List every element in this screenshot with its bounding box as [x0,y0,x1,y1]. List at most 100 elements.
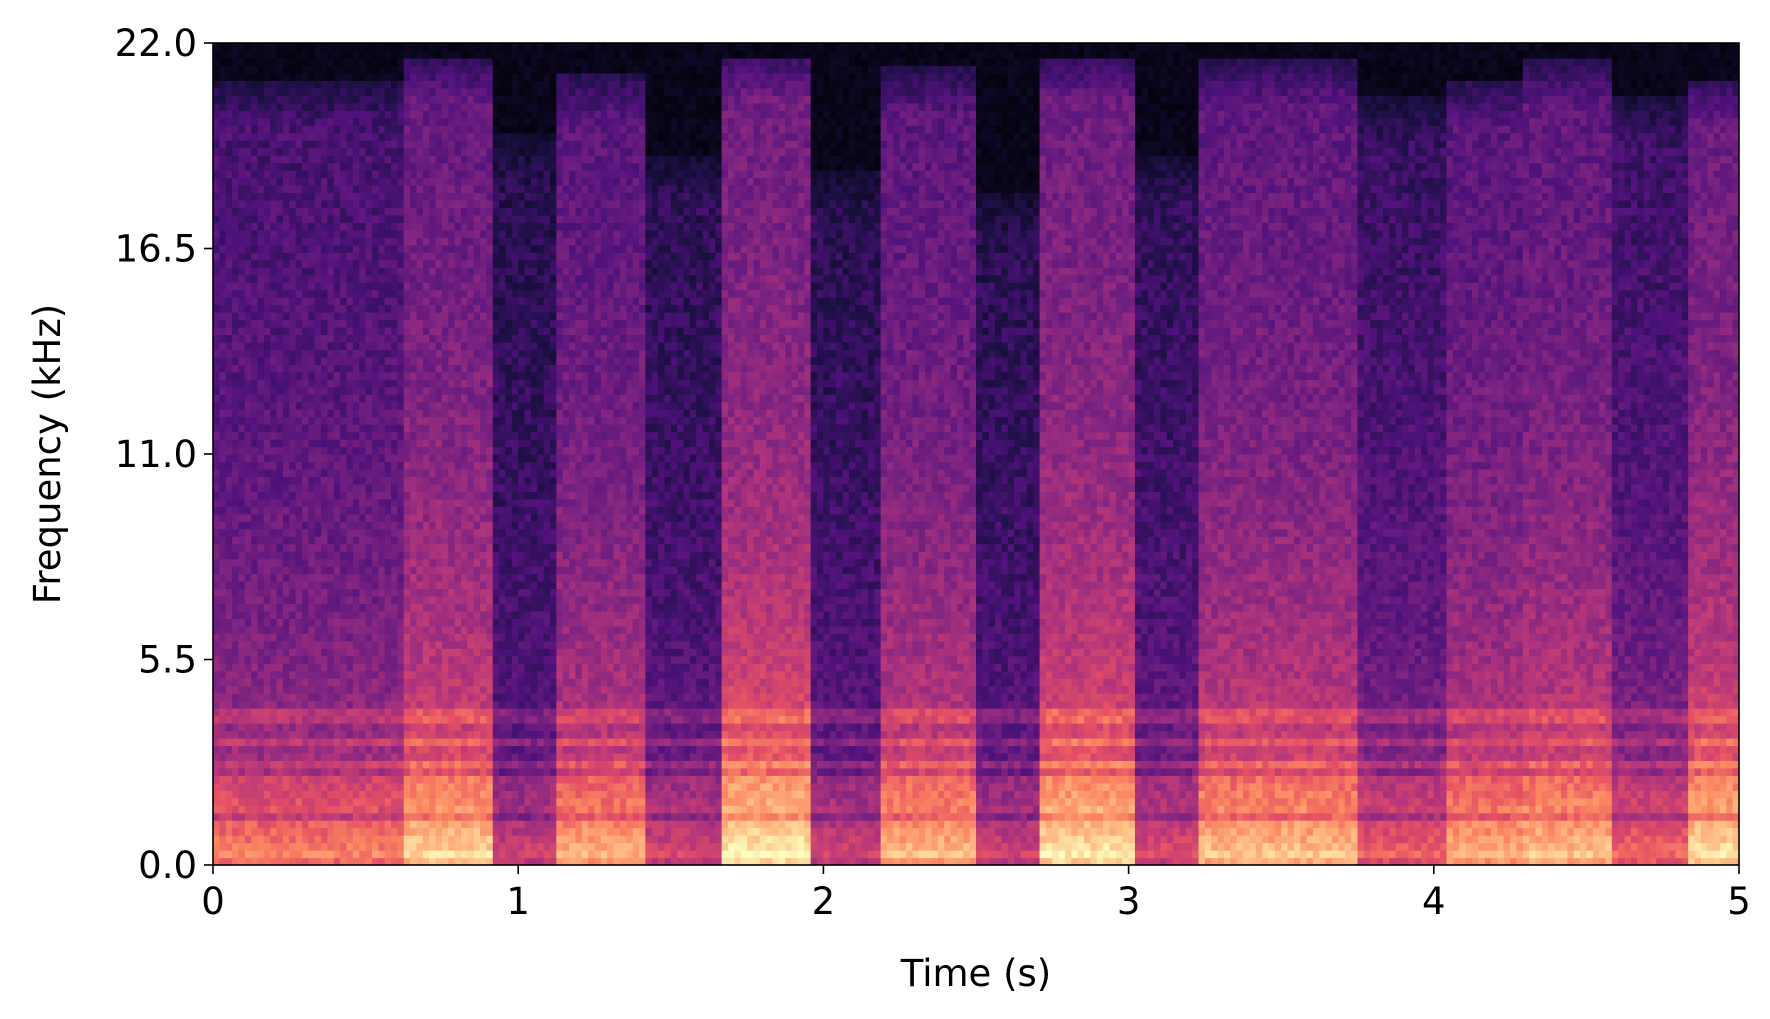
spectrogram-cell [219,349,226,357]
spectrogram-cell [321,125,328,133]
spectrogram-cell [270,559,277,567]
spectrogram-cell [327,701,334,709]
spectrogram-cell [347,738,354,746]
spectrogram-cell [238,484,245,492]
spectrogram-cell [245,118,252,126]
spectrogram-cell [327,327,334,335]
spectrogram-cell [213,252,220,260]
spectrogram-cell [264,813,271,821]
spectrogram-cell [340,230,347,238]
spectrogram-cell [289,716,296,724]
spectrogram-cell [397,387,404,395]
spectrogram-cell [219,693,226,701]
spectrogram-cell [315,656,322,664]
spectrogram-cell [416,387,423,395]
spectrogram-cell [334,178,341,186]
spectrogram-cell [378,484,385,492]
spectrogram-cell [283,783,290,791]
spectrogram-cell [321,103,328,111]
spectrogram-cell [429,805,436,813]
spectrogram-cell [347,207,354,215]
spectrogram-cell [404,701,411,709]
spectrogram-cell [397,110,404,118]
spectrogram-cell [340,417,347,425]
spectrogram-cell [302,618,309,626]
spectrogram-cell [289,50,296,58]
spectrogram-cell [289,708,296,716]
spectrogram-cell [213,342,220,350]
spectrogram-cell [410,716,417,724]
spectrogram-cell [296,708,303,716]
spectrogram-cell [334,447,341,455]
spectrogram-cell [410,820,417,828]
spectrogram-cell [423,723,430,731]
spectrogram-cell [416,73,423,81]
spectrogram-cell [296,58,303,66]
spectrogram-cell [283,372,290,380]
spectrogram-cell [270,282,277,290]
spectrogram-cell [245,80,252,88]
spectrogram-cell [353,843,360,851]
spectrogram-cell [258,775,265,783]
spectrogram-cell [416,499,423,507]
spectrogram-cell [429,611,436,619]
spectrogram-cell [213,745,220,753]
spectrogram-cell [251,506,258,514]
spectrogram-cell [308,207,315,215]
spectrogram-cell [340,297,347,305]
spectrogram-cell [340,574,347,582]
spectrogram-cell [270,267,277,275]
spectrogram-cell [277,88,284,96]
spectrogram-cell [372,768,379,776]
spectrogram-cell [308,678,315,686]
spectrogram-cell [219,716,226,724]
spectrogram-cell [372,843,379,851]
spectrogram-cell [334,783,341,791]
spectrogram-cell [372,357,379,365]
spectrogram-cell [308,641,315,649]
spectrogram-cell [245,544,252,552]
spectrogram-cell [238,73,245,81]
spectrogram-cell [238,559,245,567]
spectrogram-cell [429,544,436,552]
spectrogram-cell [391,708,398,716]
spectrogram-cell [315,237,322,245]
spectrogram-cell [213,432,220,440]
spectrogram-cell [308,686,315,694]
spectrogram-cell [416,633,423,641]
spectrogram-cell [321,835,328,843]
spectrogram-cell [213,783,220,791]
spectrogram-cell [416,163,423,171]
spectrogram-cell [372,192,379,200]
spectrogram-cell [340,334,347,342]
spectrogram-cell [397,805,404,813]
spectrogram-cell [359,603,366,611]
spectrogram-cell [296,334,303,342]
spectrogram-cell [321,230,328,238]
spectrogram-cell [277,200,284,208]
spectrogram-cell [410,589,417,597]
spectrogram-cell [334,775,341,783]
spectrogram-cell [372,738,379,746]
spectrogram-cell [423,678,430,686]
spectrogram-cell [327,469,334,477]
spectrogram-cell [238,237,245,245]
spectrogram-cell [245,334,252,342]
spectrogram-cell [340,633,347,641]
spectrogram-cell [315,379,322,387]
spectrogram-cell [238,372,245,380]
spectrogram-cell [429,439,436,447]
spectrogram-cell [283,245,290,253]
spectrogram-cell [213,708,220,716]
spectrogram-cell [347,267,354,275]
spectrogram-cell [347,454,354,462]
spectrogram-cell [226,267,233,275]
spectrogram-cell [226,618,233,626]
spectrogram-cell [321,760,328,768]
spectrogram-cell [213,835,220,843]
spectrogram-cell [308,529,315,537]
spectrogram-cell [213,716,220,724]
spectrogram-cell [258,745,265,753]
spectrogram-cell [277,835,284,843]
spectrogram-cell [277,454,284,462]
